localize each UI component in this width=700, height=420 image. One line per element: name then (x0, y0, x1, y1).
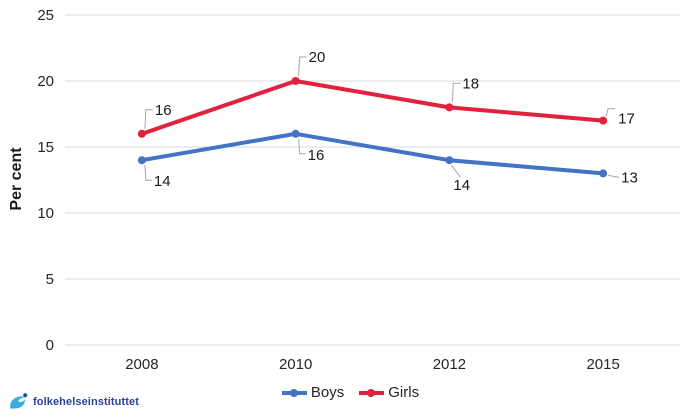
legend-item-boys: Boys (281, 384, 344, 401)
series-line-boys (139, 131, 606, 176)
y-tick-label: 10 (37, 205, 54, 222)
data-label-boys-2010: 16 (308, 147, 325, 164)
data-label-leader-line (451, 82, 461, 103)
data-label-boys-2012: 14 (453, 177, 470, 194)
data-label-leader-line (605, 108, 616, 117)
data-label-leader-line (144, 109, 153, 129)
legend-item-girls: Girls (358, 384, 419, 401)
y-tick-label: 20 (37, 73, 54, 90)
data-label-girls-2010: 20 (309, 49, 326, 66)
y-tick-label: 25 (37, 7, 54, 24)
x-tick-label: 2015 (586, 356, 619, 373)
data-label-leader-line (144, 165, 152, 181)
data-label-boys-2008: 14 (154, 173, 171, 190)
data-label-boys-2015: 13 (621, 169, 638, 186)
data-label-girls-2008: 16 (155, 102, 172, 119)
x-tick-label: 2010 (279, 356, 312, 373)
legend-label-girls: Girls (388, 384, 420, 401)
legend-label-boys: Boys (310, 384, 345, 401)
y-tick-label: 0 (46, 337, 54, 354)
data-point-boys-2008 (137, 156, 146, 165)
girls-line-marker-icon (359, 388, 385, 397)
fhi-logo: folkehelseinstituttet (8, 391, 139, 413)
y-tick-label: 5 (46, 271, 54, 288)
data-point-boys-2010 (291, 129, 300, 138)
y-axis-title: Per cent (8, 147, 25, 211)
y-tick-label: 15 (37, 139, 54, 156)
data-label-girls-2012: 18 (462, 75, 479, 92)
data-point-girls-2008 (137, 129, 146, 138)
boys-line-marker-icon (281, 388, 307, 397)
data-point-girls-2015 (599, 116, 608, 125)
data-label-leader-line (298, 138, 306, 155)
data-point-boys-2015 (599, 169, 608, 178)
chart-legend: Boys Girls (0, 384, 700, 401)
data-point-girls-2012 (445, 103, 454, 112)
data-point-girls-2010 (291, 77, 300, 85)
x-tick-label: 2012 (433, 356, 466, 373)
fhi-swirl-icon (10, 393, 28, 409)
data-label-leader-line (450, 164, 461, 178)
data-label-leader-line (608, 174, 620, 178)
x-tick-label: 2008 (125, 356, 158, 373)
series-line-girls (139, 79, 606, 136)
fhi-logo-text: folkehelseinstituttet (33, 396, 140, 408)
data-point-boys-2012 (445, 156, 454, 165)
data-label-leader-line (298, 56, 307, 77)
data-label-girls-2015: 17 (618, 111, 635, 128)
